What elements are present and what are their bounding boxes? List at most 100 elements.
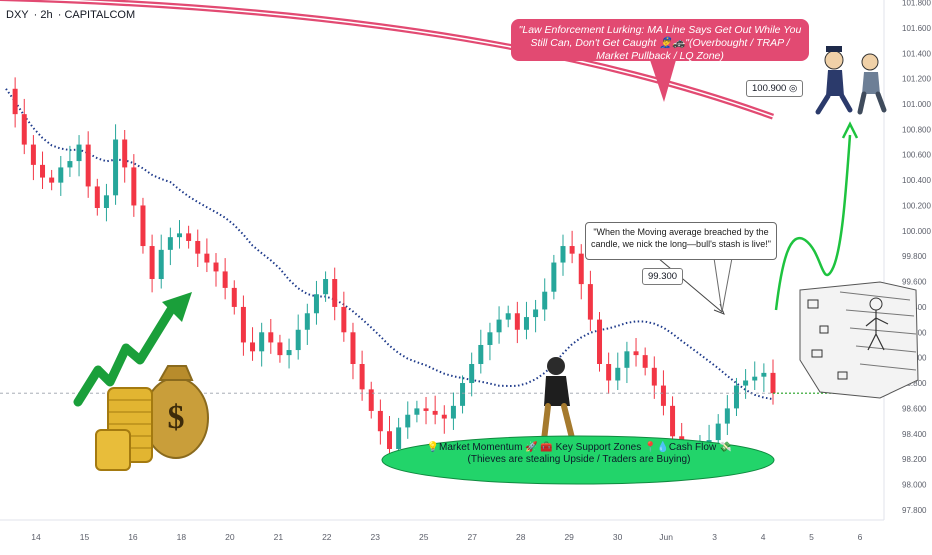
candle-body — [341, 306, 347, 333]
candle-body — [359, 364, 365, 390]
y-axis: 101.800 101.600 101.400 101.200 101.000 100.8… — [883, 0, 931, 520]
candle-body — [724, 408, 730, 424]
y-tick-label: 100.400 — [902, 176, 931, 185]
candle-body — [21, 114, 27, 145]
candle-body — [167, 237, 173, 250]
x-tick-label: 27 — [468, 532, 478, 542]
police-chase-icon — [815, 46, 887, 115]
candle-body — [733, 385, 739, 409]
candle-body — [651, 367, 657, 386]
candle-body — [597, 319, 603, 364]
x-axis: 14 15 16 18 20 21 22 23 25 27 28 29 30 Jun 3 4 5 6 — [0, 519, 884, 542]
candle-body — [761, 372, 767, 377]
candle-body — [660, 385, 666, 406]
x-tick-label: 14 — [31, 532, 41, 542]
candle-body — [478, 344, 484, 364]
x-tick-label: 3 — [712, 532, 717, 542]
candle-body — [158, 249, 164, 280]
money-bag-icon: $ — [143, 365, 209, 459]
candle-body — [49, 177, 55, 183]
candle-body — [414, 408, 420, 415]
candle-body — [396, 427, 402, 449]
ma-fast-line — [0, 0, 775, 120]
candle-body — [405, 414, 411, 428]
candle-body — [58, 167, 64, 183]
candle-body — [523, 317, 529, 330]
candle-body — [624, 351, 630, 368]
candle-body — [304, 313, 310, 330]
y-tick-label: 101.400 — [902, 49, 931, 58]
candle-body — [140, 205, 146, 247]
candle-body — [606, 364, 612, 381]
x-tick-label: 30 — [613, 532, 623, 542]
x-tick-label: Jun — [659, 532, 673, 542]
callout-mid-pointer — [713, 257, 733, 313]
wall-break-sketch-icon — [799, 281, 919, 399]
thief-figure-icon — [541, 357, 575, 443]
candle-body — [149, 246, 155, 280]
candle-body — [496, 319, 502, 333]
warning-callout-text: "Law Enforcement Lurking: MA Line Says G… — [518, 24, 802, 62]
exchange-text: CAPITALCOM — [64, 9, 136, 21]
y-tick-label: 101.800 — [902, 0, 931, 8]
candle-body — [368, 389, 374, 411]
y-tick-label: 98.800 — [902, 379, 927, 388]
candle-body — [30, 144, 36, 165]
y-tick-label: 97.800 — [902, 506, 927, 515]
candle-body — [131, 167, 137, 206]
symbol-text: DXY — [6, 9, 29, 21]
candle-body — [743, 380, 749, 386]
x-tick-label: 16 — [128, 532, 138, 542]
candle-body — [514, 313, 520, 330]
ma-mid-price-text: 99.300 — [648, 271, 678, 282]
x-tick-label: 18 — [177, 532, 187, 542]
candle-body — [460, 383, 466, 406]
candle-body — [615, 367, 621, 381]
pullback-arrow — [657, 257, 725, 315]
candle-body — [195, 240, 201, 254]
candle-body — [670, 405, 676, 437]
candle-body — [505, 313, 511, 320]
candle-body — [560, 246, 566, 263]
x-tick-label: 25 — [419, 532, 429, 542]
candle-body — [715, 423, 721, 441]
symbol-header[interactable]: DXY · 2h · CAPITALCOM — [6, 9, 136, 21]
candle-body — [450, 405, 456, 419]
y-tick-label: 100.800 — [902, 125, 931, 134]
candle-body — [578, 253, 584, 285]
ma-top-price-text: 100.900 — [752, 83, 787, 94]
support-zone-ellipse — [381, 435, 775, 485]
ma-breach-callout: "When the Moving average breached by the… — [585, 222, 777, 260]
candle-body — [752, 376, 758, 381]
candle-body — [268, 332, 274, 343]
x-tick-label: 5 — [809, 532, 814, 542]
x-tick-label: 4 — [761, 532, 766, 542]
candle-body — [423, 408, 429, 411]
candle-body — [250, 342, 256, 352]
candle-body — [432, 410, 438, 415]
candle-body — [387, 431, 392, 449]
svg-text:$: $ — [168, 399, 185, 436]
y-tick-label: 100.000 — [902, 227, 931, 236]
candle-body — [542, 291, 548, 310]
ma-breach-callout-text: "When the Moving average breached by the… — [591, 227, 771, 249]
rising-arrow-icon — [73, 292, 192, 407]
x-tick-label: 6 — [858, 532, 863, 542]
y-tick-label: 101.200 — [902, 75, 931, 84]
candle-body — [469, 364, 475, 384]
candle-body — [113, 139, 119, 196]
candle-body — [551, 262, 557, 292]
candle-body — [533, 309, 539, 318]
candle-body — [441, 414, 447, 419]
candle-body — [213, 262, 219, 272]
ma-top-price-label: 100.900 ◎ — [746, 80, 804, 97]
candles-layer — [12, 77, 776, 470]
candle-body — [240, 306, 246, 343]
candle-body — [295, 329, 301, 351]
y-tick-label: 98.600 — [902, 404, 927, 413]
x-tick-label: 23 — [371, 532, 381, 542]
x-tick-label: 15 — [80, 532, 90, 542]
candle-body — [259, 332, 265, 352]
